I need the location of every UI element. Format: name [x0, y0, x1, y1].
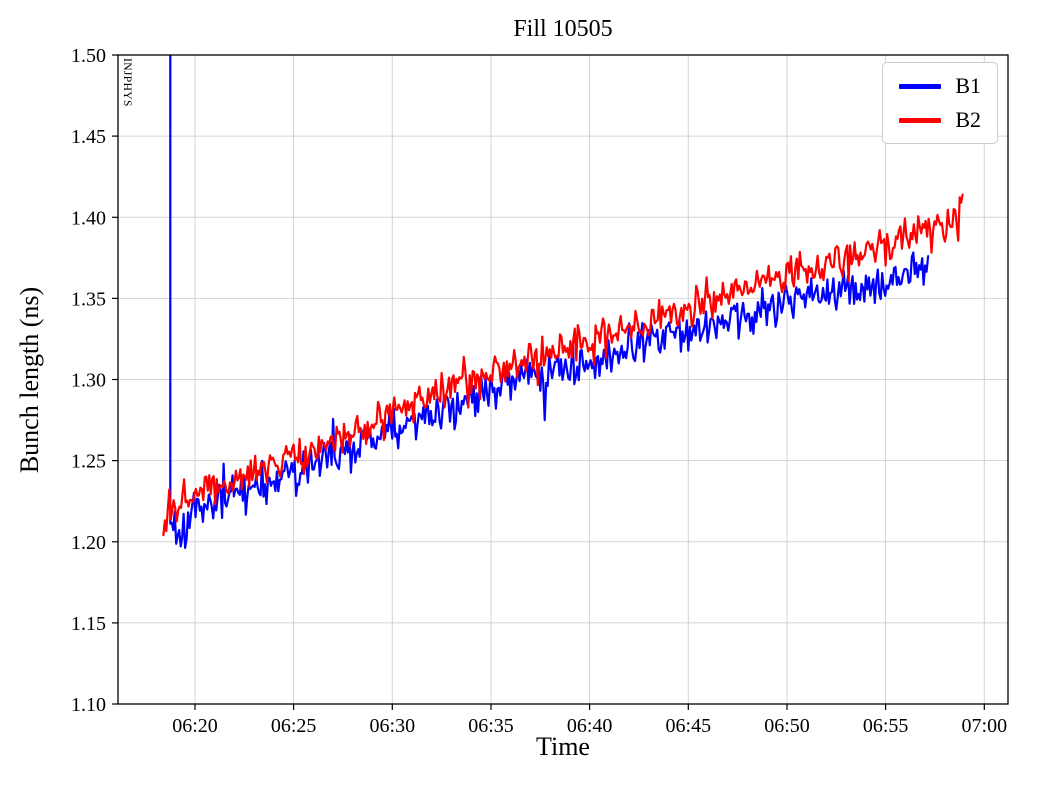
y-axis-label: Bunch length (ns) — [15, 286, 44, 474]
y-tick-label: 1.45 — [71, 126, 106, 148]
x-tick-label: 06:40 — [567, 715, 613, 737]
y-tick-label: 1.10 — [71, 694, 106, 716]
chart-title: Fill 10505 — [513, 16, 613, 42]
series-group — [162, 55, 964, 549]
y-tick-label: 1.25 — [71, 451, 106, 473]
series-line-b2 — [162, 193, 964, 537]
legend-entry-b1: B1 — [899, 75, 981, 97]
y-tick-label: 1.50 — [71, 45, 106, 67]
x-tick-label: 06:55 — [863, 715, 909, 737]
x-tick-label: 06:30 — [370, 715, 416, 737]
legend-label-b2: B2 — [955, 107, 981, 132]
x-tick-label: 06:20 — [172, 715, 218, 737]
y-tick-label: 1.15 — [71, 613, 106, 635]
x-axis-label: Time — [536, 732, 590, 761]
x-tick-label: 06:50 — [764, 715, 810, 737]
beam-mode-annotation: INJPHYS — [121, 58, 133, 107]
x-tick-label: 06:45 — [666, 715, 712, 737]
y-tick-label: 1.40 — [71, 207, 106, 229]
legend-label-b1: B1 — [955, 73, 981, 98]
axes-spines — [117, 54, 1009, 705]
y-tick-label: 1.30 — [71, 370, 106, 392]
legend: B1 B2 — [882, 62, 998, 144]
series-line-b1 — [169, 55, 930, 549]
legend-entry-b2: B2 — [899, 109, 981, 131]
y-tick-label: 1.20 — [71, 532, 106, 554]
legend-line-sample-b2 — [899, 117, 942, 123]
legend-line-sample-b1 — [899, 83, 942, 89]
x-tick-label: 06:25 — [271, 715, 317, 737]
y-tick-label: 1.35 — [71, 288, 106, 310]
x-tick-label: 06:35 — [468, 715, 514, 737]
x-tick-label: 07:00 — [962, 715, 1008, 737]
